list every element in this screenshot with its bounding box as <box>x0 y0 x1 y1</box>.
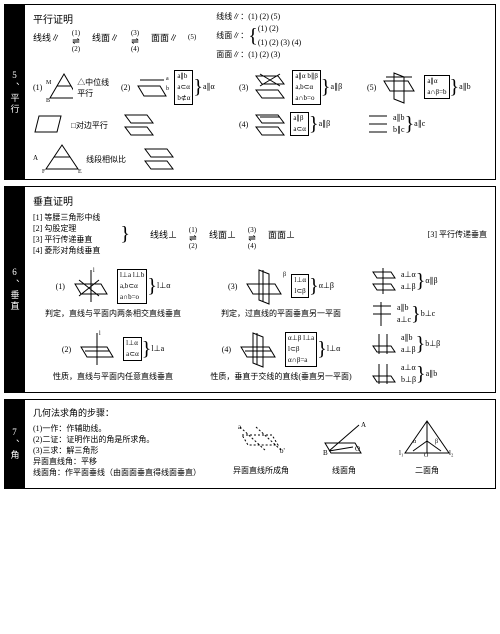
content-perp: 垂直证明 [1] 等腰三角形中线 [2] 勾股定理 [3] 平行传递垂直 [4]… <box>25 187 495 392</box>
triangle-midline-icon: MNBC <box>46 72 73 102</box>
flow-node3: 面面∥ <box>151 31 178 44</box>
svg-text:O: O <box>424 453 429 459</box>
flow-node1: 线线∥ <box>33 31 60 44</box>
plane-perp-prop-icon <box>235 329 281 369</box>
perp-prop-icon: l <box>75 329 119 369</box>
tab-parallel: 5、平行 <box>5 5 25 179</box>
svg-text:a: a <box>238 423 242 431</box>
title-parallel: 平行证明 <box>33 11 196 26</box>
two-planes2-icon <box>141 143 175 173</box>
intersect-plane-icon <box>380 69 420 105</box>
svg-text:M: M <box>46 80 52 86</box>
svg-text:β: β <box>435 439 438 445</box>
content-parallel: 平行证明 线线∥ (1) ⇌ (2) 线面∥ (3) ⇌ (4) 面面∥ <box>25 5 495 179</box>
section-angle: 7、角 几何法求角的步骤： (1)一作：作辅助线。 (2)二证：证明作出的角是所… <box>4 399 496 489</box>
line-plane-perp-icon <box>371 332 397 356</box>
svg-text:F: F <box>42 169 46 173</box>
label-af: A <box>33 154 38 162</box>
tab-perp: 6、垂直 <box>5 187 25 392</box>
svg-text:a: a <box>166 76 169 82</box>
svg-text:α: α <box>413 439 417 445</box>
tab-angle: 7、角 <box>5 400 25 488</box>
similar-triangle-icon: FE <box>42 143 82 173</box>
svg-text:E: E <box>78 169 82 173</box>
svg-text:l: l <box>93 268 95 274</box>
dihedral-icon: l₁ l₂ α β O <box>399 417 455 461</box>
svg-text:l: l <box>99 331 101 337</box>
svg-text:β: β <box>283 272 286 278</box>
flow-node2: 线面∥ <box>92 31 119 44</box>
parallelogram-icon <box>33 112 67 136</box>
two-planes-perp-icon <box>371 266 397 296</box>
three-lines-icon: abc <box>367 112 389 136</box>
plane-in-plane-icon <box>252 109 286 139</box>
parallel-items: (1) MNBC △中位线平行 (2) ab a∥b a⊂α b⊄α } a∥α <box>33 69 487 173</box>
svg-text:b': b' <box>280 447 285 455</box>
flow-perp: 线线⊥ (1)⇌(2) 线面⊥ (3)⇌(4) 面面⊥ <box>150 227 295 241</box>
perp-list: [1] 等腰三角形中线 [2] 勾股定理 [3] 平行传递垂直 [4] 菱形对角… <box>33 212 100 256</box>
two-planes-icon <box>121 109 155 139</box>
svg-text:B: B <box>46 98 50 102</box>
plane-plane-icon <box>252 70 288 104</box>
three-lines-perp-icon <box>371 302 393 326</box>
flow-parallel: 线线∥ (1) ⇌ (2) 线面∥ (3) ⇌ (4) 面面∥ (5) <box>33 30 196 44</box>
parallel-defs: 线线∥：(1) (2) (5) 线面∥： { (1) (2) (1) (2) (… <box>216 11 301 61</box>
section-perp: 6、垂直 垂直证明 [1] 等腰三角形中线 [2] 勾股定理 [3] 平行传递垂… <box>4 186 496 393</box>
svg-text:B: B <box>323 449 328 457</box>
plane-perp-icon: β <box>241 266 287 306</box>
perp-judge-icon: l <box>69 266 113 306</box>
title-perp: 垂直证明 <box>33 193 487 208</box>
skew-lines-icon: a b' <box>236 421 286 461</box>
two-perp-icon <box>371 362 397 386</box>
svg-text:A: A <box>361 421 366 429</box>
svg-text:l₂: l₂ <box>449 449 454 457</box>
svg-text:l₁: l₁ <box>399 449 403 457</box>
line-plane-icon: ab <box>134 72 170 102</box>
line-plane-angle-icon: A B O <box>319 421 369 461</box>
content-angle: 几何法求角的步骤： (1)一作：作辅助线。 (2)二证：证明作出的角是所求角。 … <box>25 400 495 488</box>
svg-text:O: O <box>355 445 360 453</box>
svg-text:b: b <box>166 86 169 92</box>
section-parallel: 5、平行 平行证明 线线∥ (1) ⇌ (2) 线面∥ (3) ⇌ (4) <box>4 4 496 180</box>
